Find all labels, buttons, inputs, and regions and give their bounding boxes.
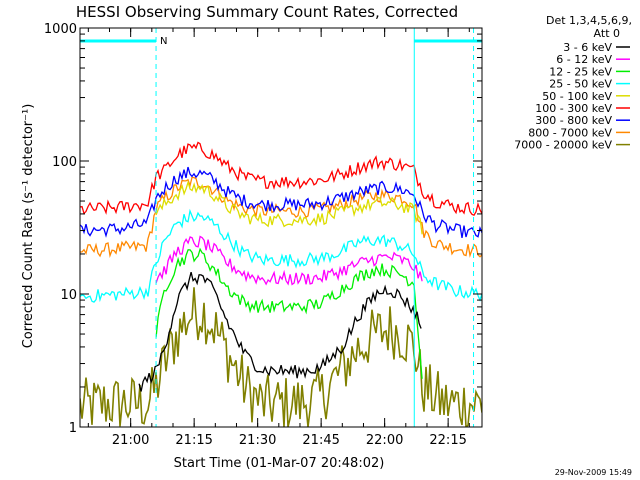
legend-entry-label: 6 - 12 keV [556, 53, 612, 66]
legend-header-line1: Det 1,3,4,5,6,9, [546, 14, 632, 27]
night-label: N [160, 36, 167, 47]
y-tick-label: 1000 [44, 22, 77, 37]
x-tick-label: 21:15 [175, 433, 212, 448]
x-tick-label: 21:30 [239, 433, 276, 448]
series-line-50-100keV [155, 179, 423, 235]
series-line-7000-20000keV [80, 287, 482, 427]
plot-frame [79, 27, 483, 428]
y-tick-label: 1 [69, 421, 77, 436]
legend-header-line2: Att 0 [594, 27, 620, 40]
series-line-100-300keV [80, 141, 482, 217]
legend-entry-label: 25 - 50 keV [549, 78, 612, 91]
timestamp: 29-Nov-2009 15:49 [555, 468, 632, 477]
legend-entry-label: 7000 - 20000 keV [514, 139, 612, 152]
legend-entry-label: 300 - 800 keV [535, 114, 612, 127]
legend-entry-label: 3 - 6 keV [563, 41, 612, 54]
x-tick-label: 21:00 [112, 433, 149, 448]
series-line-25-50keV [80, 208, 482, 303]
series-line-300-800keV [80, 166, 482, 239]
series-line-6-12keV [155, 235, 423, 286]
y-tick-label: 100 [52, 155, 77, 170]
legend-entry-label: 12 - 25 keV [549, 65, 612, 78]
series-line-3-6keV [138, 272, 422, 392]
y-axis-label: Corrected Count Rate (s⁻¹ detector⁻¹) [21, 104, 36, 349]
axes: 1 10 100 1000 21:00 21:15 21:30 21:45 22:00 22:15 [44, 22, 483, 448]
marker-group [80, 28, 482, 427]
x-tick-label: 22:15 [429, 433, 466, 448]
plot-area: N [80, 28, 482, 427]
legend-entry-label: 800 - 7000 keV [528, 126, 612, 139]
series-group [80, 141, 482, 427]
series-line-12-25keV [155, 247, 423, 379]
x-axis-label: Start Time (01-Mar-07 20:48:02) [174, 456, 385, 471]
legend-entry-label: 100 - 300 keV [535, 102, 612, 115]
chart-title: HESSI Observing Summary Count Rates, Cor… [76, 3, 458, 21]
x-tick-label: 21:45 [302, 433, 339, 448]
y-tick-label: 10 [60, 288, 77, 303]
x-tick-label: 22:00 [366, 433, 403, 448]
legend-entry-label: 50 - 100 keV [542, 90, 612, 103]
